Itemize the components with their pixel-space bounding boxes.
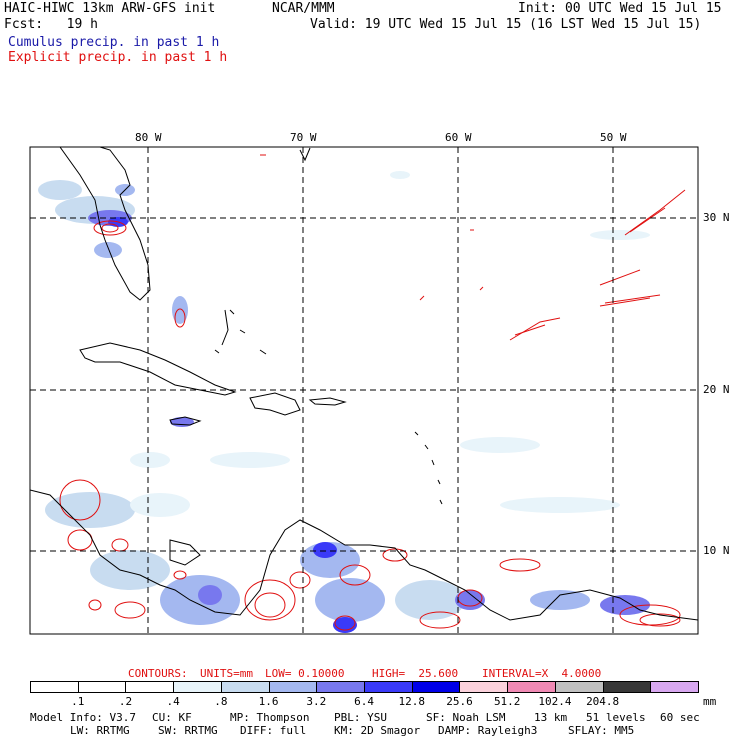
explicit-legend: Explicit precip. in past 1 h xyxy=(8,50,228,65)
legend-swatch xyxy=(602,681,652,693)
legend-tick-label: 25.6 xyxy=(446,695,473,708)
lat-label-30n: 30 N xyxy=(703,211,730,224)
lon-label-50w: 50 W xyxy=(600,131,627,144)
legend-tick-label: .8 xyxy=(214,695,228,708)
coastlines xyxy=(30,147,698,621)
graticule xyxy=(30,147,698,634)
legend-swatch xyxy=(173,681,222,693)
lat-label-20n: 20 N xyxy=(703,383,730,396)
legend-swatch xyxy=(220,681,270,693)
valid-time: Valid: 19 UTC Wed 15 Jul 15 (16 LST Wed … xyxy=(310,17,702,32)
footer-sf: SF: Noah LSM xyxy=(426,711,506,724)
footer-sw: SW: RRTMG xyxy=(158,724,218,737)
footer-mp: MP: Thompson xyxy=(230,711,310,724)
footer-damp: DAMP: Rayleigh3 xyxy=(438,724,538,737)
contours-interval: INTERVAL=X 4.0000 xyxy=(482,667,602,680)
legend-swatch xyxy=(316,681,365,693)
init-time: Init: 00 UTC Wed 15 Jul 15 xyxy=(518,1,722,16)
contours-label: CONTOURS: xyxy=(128,667,188,680)
lat-label-10n: 10 N xyxy=(703,544,730,557)
legend-swatch xyxy=(507,681,556,693)
legend-tick-label: 51.2 xyxy=(493,695,521,708)
org-label: NCAR/MMM xyxy=(272,1,335,16)
contours-low: LOW= 0.10000 xyxy=(265,667,345,680)
legend-swatch xyxy=(650,681,699,693)
legend-swatch xyxy=(30,681,79,693)
footer-levels: 51 levels xyxy=(586,711,646,724)
legend-tick-label: 204.8 xyxy=(586,695,620,708)
contours-high: HIGH= 25.600 xyxy=(372,667,459,680)
legend-swatch xyxy=(77,681,127,693)
legend-tick-label: .4 xyxy=(166,695,180,708)
model-title: HAIC-HIWC 13km ARW-GFS init xyxy=(4,1,216,16)
legend-tick-label: 12.8 xyxy=(398,695,426,708)
legend-tick-label: .2 xyxy=(118,695,133,708)
legend-tick-label: 102.4 xyxy=(538,695,572,708)
footer-sflay: SFLAY: MM5 xyxy=(568,724,635,737)
footer-lw: LW: RRTMG xyxy=(70,724,130,737)
footer-pbl: PBL: YSU xyxy=(334,711,387,724)
footer-model-info: Model Info: V3.7 xyxy=(30,711,136,724)
legend-swatch xyxy=(554,681,604,693)
legend-swatch xyxy=(411,681,461,693)
footer-timestep: 60 sec xyxy=(660,711,700,724)
legend-tick-label: .1 xyxy=(71,695,85,708)
legend-swatch xyxy=(459,681,509,693)
legend-swatch xyxy=(268,681,318,693)
footer-cu: CU: KF xyxy=(152,711,192,724)
footer-km: KM: 2D Smagor xyxy=(334,724,421,737)
lon-label-80w: 80 W xyxy=(135,131,162,144)
contours-units: UNITS=mm xyxy=(200,667,253,680)
footer-resolution: 13 km xyxy=(534,711,568,724)
legend-tick-label: 3.2 xyxy=(306,695,327,708)
legend-tick-label: 1.6 xyxy=(258,695,279,708)
legend-unit: mm xyxy=(703,695,717,708)
footer-diff: DIFF: full xyxy=(240,724,307,737)
lon-label-70w: 70 W xyxy=(290,131,317,144)
legend-swatch xyxy=(364,681,413,693)
cumulus-legend: Cumulus precip. in past 1 h xyxy=(8,35,220,50)
lon-label-60w: 60 W xyxy=(445,131,472,144)
forecast-hour: Fcst: 19 h xyxy=(4,17,98,32)
legend-tick-label: 6.4 xyxy=(354,695,374,708)
legend-swatch xyxy=(125,681,175,693)
